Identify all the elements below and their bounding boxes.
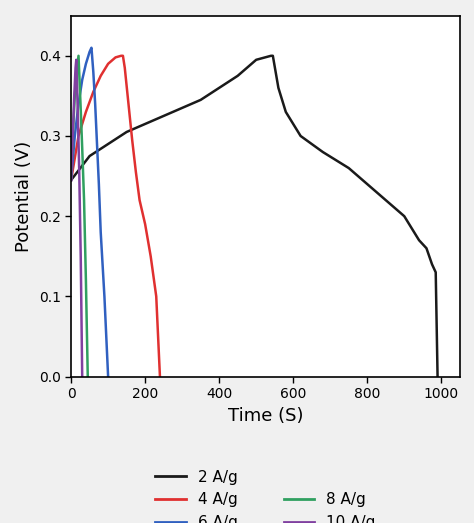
X-axis label: Time (S): Time (S) [228, 406, 303, 425]
10 A/g [68, 177, 74, 183]
Line: 8 A/g: 8 A/g [71, 56, 88, 377]
6 A/g [87, 49, 92, 55]
2 A/g [346, 165, 352, 171]
4 A/g [122, 65, 128, 71]
8 A/g [72, 93, 78, 99]
2 A/g [435, 373, 440, 380]
2 A/g [298, 133, 303, 139]
2 A/g [270, 53, 276, 59]
4 A/g [91, 89, 96, 95]
8 A/g [76, 53, 82, 59]
10 A/g [73, 56, 79, 63]
4 A/g [157, 373, 163, 380]
4 A/g [148, 253, 154, 259]
8 A/g [85, 373, 91, 380]
4 A/g [137, 197, 142, 203]
Line: 2 A/g: 2 A/g [71, 56, 438, 377]
6 A/g [91, 69, 96, 75]
6 A/g [96, 181, 102, 187]
2 A/g [142, 121, 148, 127]
Line: 6 A/g: 6 A/g [71, 48, 108, 377]
2 A/g [270, 53, 276, 59]
2 A/g [179, 105, 185, 111]
8 A/g [74, 69, 80, 75]
2 A/g [424, 245, 429, 252]
4 A/g [120, 53, 126, 59]
4 A/g [120, 53, 126, 59]
6 A/g [101, 293, 107, 300]
2 A/g [253, 56, 259, 63]
6 A/g [83, 61, 89, 67]
10 A/g [76, 169, 82, 175]
2 A/g [198, 97, 203, 103]
4 A/g [98, 73, 103, 79]
4 A/g [105, 61, 111, 67]
8 A/g [70, 129, 76, 135]
2 A/g [275, 85, 281, 91]
10 A/g [71, 97, 77, 103]
4 A/g [129, 137, 135, 143]
10 A/g [79, 373, 85, 380]
2 A/g [429, 261, 435, 267]
2 A/g [105, 141, 111, 147]
6 A/g [89, 44, 94, 51]
2 A/g [124, 129, 129, 135]
2 A/g [235, 73, 240, 79]
6 A/g [72, 133, 78, 139]
4 A/g [83, 109, 89, 115]
8 A/g [78, 97, 83, 103]
4 A/g [142, 221, 148, 228]
2 A/g [161, 113, 166, 119]
2 A/g [68, 177, 74, 183]
4 A/g [126, 101, 131, 107]
2 A/g [87, 153, 92, 159]
2 A/g [365, 181, 370, 187]
2 A/g [268, 53, 274, 59]
2 A/g [320, 149, 326, 155]
6 A/g [94, 141, 100, 147]
2 A/g [383, 197, 389, 203]
8 A/g [76, 53, 82, 59]
10 A/g [78, 253, 83, 259]
4 A/g [113, 54, 118, 61]
8 A/g [83, 277, 89, 283]
10 A/g [75, 109, 81, 115]
10 A/g [73, 56, 79, 63]
2 A/g [433, 269, 438, 276]
Line: 10 A/g: 10 A/g [71, 60, 82, 377]
10 A/g [73, 65, 78, 71]
6 A/g [98, 229, 103, 235]
4 A/g [133, 169, 139, 175]
6 A/g [105, 373, 111, 380]
8 A/g [81, 197, 87, 203]
4 A/g [68, 177, 74, 183]
Legend: 2 A/g, 4 A/g, 6 A/g, , 8 A/g, 10 A/g: 2 A/g, 4 A/g, 6 A/g, , 8 A/g, 10 A/g [149, 463, 382, 523]
6 A/g [79, 77, 85, 83]
4 A/g [118, 53, 124, 59]
8 A/g [79, 145, 85, 151]
4 A/g [154, 293, 159, 300]
10 A/g [70, 137, 75, 143]
6 A/g [68, 177, 74, 183]
6 A/g [76, 101, 82, 107]
8 A/g [68, 173, 74, 179]
4 A/g [76, 133, 82, 139]
2 A/g [216, 85, 222, 91]
2 A/g [283, 109, 289, 115]
Line: 4 A/g: 4 A/g [71, 56, 160, 377]
Y-axis label: Potential (V): Potential (V) [15, 141, 33, 252]
2 A/g [416, 237, 422, 243]
6 A/g [89, 44, 94, 51]
6 A/g [92, 101, 98, 107]
2 A/g [401, 213, 407, 219]
